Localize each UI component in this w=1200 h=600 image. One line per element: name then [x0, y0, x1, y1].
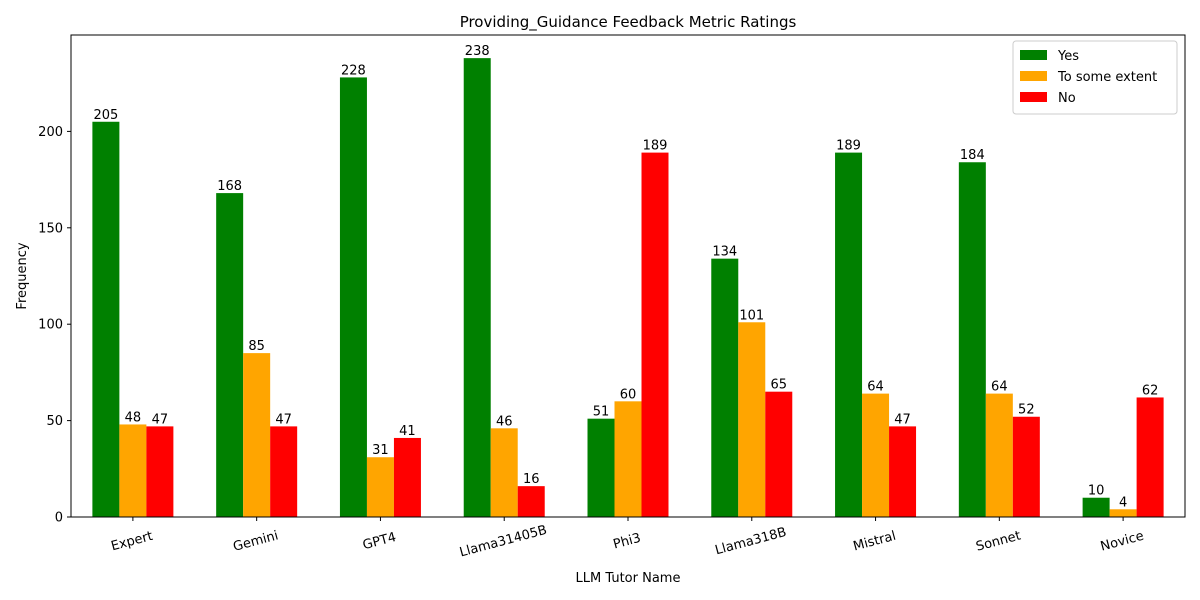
- bar-gpt4-yes: [339, 77, 367, 517]
- bar-gemini-to-some-extent: [243, 353, 271, 517]
- bar-sonnet-no: [1012, 416, 1040, 517]
- bar-value-label: 205: [93, 108, 118, 123]
- bar-value-label: 48: [125, 410, 142, 425]
- bar-phi3-yes: [587, 418, 615, 517]
- bar-value-label: 184: [960, 148, 985, 163]
- bar-value-label: 16: [523, 472, 540, 487]
- y-tick-label: 0: [55, 511, 63, 526]
- bar-value-label: 52: [1018, 403, 1035, 418]
- bar-llama31405b-no: [517, 486, 545, 517]
- bar-value-label: 168: [217, 179, 242, 194]
- legend: Yes To some extent No: [1012, 40, 1178, 115]
- bar-value-label: 41: [399, 424, 416, 439]
- bar-phi3-to-some-extent: [614, 401, 642, 517]
- bar-llama318b-yes: [711, 258, 739, 517]
- bar-value-label: 62: [1142, 383, 1159, 398]
- bar-gemini-yes: [216, 193, 244, 517]
- bar-value-label: 64: [991, 380, 1008, 395]
- legend-label: To some extent: [1057, 70, 1157, 85]
- bar-mistral-yes: [835, 152, 863, 517]
- bar-gemini-no: [270, 426, 298, 517]
- legend-label: No: [1058, 91, 1076, 106]
- y-tick-label: 150: [38, 221, 63, 236]
- bar-llama31405b-to-some-extent: [490, 428, 518, 517]
- bar-value-label: 51: [593, 405, 610, 420]
- legend-label: Yes: [1057, 49, 1079, 64]
- legend-box: [1012, 40, 1178, 115]
- y-tick-label: 50: [46, 414, 63, 429]
- legend-swatch: [1020, 50, 1047, 60]
- bar-sonnet-to-some-extent: [985, 393, 1013, 517]
- bar-value-label: 64: [867, 380, 884, 395]
- bar-novice-no: [1136, 397, 1164, 517]
- bar-mistral-to-some-extent: [862, 393, 890, 517]
- bar-llama318b-to-some-extent: [738, 322, 766, 517]
- bar-value-label: 85: [248, 339, 265, 354]
- y-tick-label: 200: [38, 125, 63, 140]
- bar-phi3-no: [641, 152, 669, 517]
- bar-novice-to-some-extent: [1109, 509, 1137, 517]
- bar-expert-to-some-extent: [119, 424, 147, 517]
- y-tick-label: 100: [38, 318, 63, 333]
- bar-value-label: 47: [152, 412, 169, 427]
- bar-labels-layer: 205 48 47 168 85 47 228 31 41 238 46 16 51 60 189 134 10…: [93, 44, 1158, 510]
- bar-value-label: 65: [771, 378, 788, 393]
- x-tick-label: Phi3: [612, 531, 643, 553]
- plot-frame: [70, 34, 1186, 518]
- bar-sonnet-yes: [958, 162, 986, 518]
- bars-layer: [92, 58, 1164, 518]
- bar-expert-no: [146, 426, 174, 517]
- bar-expert-yes: [92, 121, 120, 517]
- bar-value-label: 189: [643, 139, 668, 154]
- bar-value-label: 238: [465, 44, 490, 59]
- bar-value-label: 47: [275, 412, 292, 427]
- legend-swatch: [1020, 92, 1047, 102]
- bar-novice-yes: [1082, 497, 1110, 517]
- bar-value-label: 189: [836, 139, 861, 154]
- bar-value-label: 134: [712, 245, 737, 260]
- legend-swatch: [1020, 71, 1047, 81]
- bar-value-label: 60: [620, 387, 637, 402]
- bar-mistral-no: [889, 426, 917, 517]
- bar-value-label: 228: [341, 63, 366, 78]
- y-axis: 0 50 100 150 200: [38, 125, 71, 526]
- bar-value-label: 10: [1088, 484, 1105, 499]
- bar-value-label: 46: [496, 414, 513, 429]
- x-axis-label: LLM Tutor Name: [576, 571, 681, 586]
- bar-llama31405b-yes: [463, 58, 491, 518]
- bar-value-label: 101: [739, 308, 764, 323]
- bar-gpt4-no: [393, 437, 421, 517]
- bar-gpt4-to-some-extent: [366, 457, 394, 517]
- bar-value-label: 47: [894, 412, 911, 427]
- bar-llama318b-no: [765, 391, 793, 517]
- bar-value-label: 31: [372, 443, 389, 458]
- bar-value-label: 4: [1119, 495, 1127, 510]
- chart-title: Providing_Guidance Feedback Metric Ratin…: [460, 13, 797, 32]
- y-axis-label: Frequency: [15, 242, 30, 309]
